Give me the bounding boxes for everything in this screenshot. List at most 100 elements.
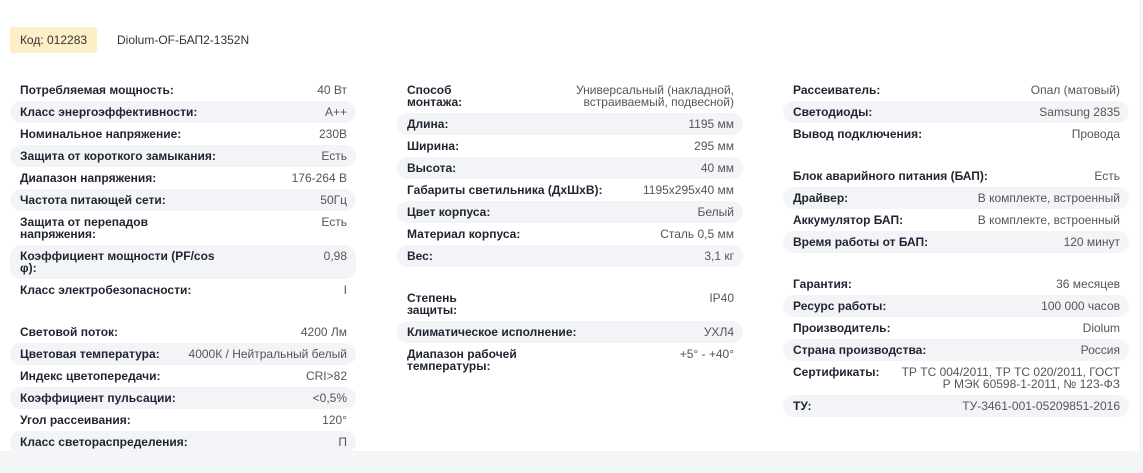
specs-column-2: Способ монтажа: Универсальный (накладной,… bbox=[397, 79, 743, 397]
spec-row: Индекс цветопередачи: CRI>82 bbox=[10, 365, 356, 387]
spec-value: IP40 bbox=[709, 291, 734, 305]
spec-row: Потребляемая мощность: 40 Вт bbox=[10, 79, 356, 101]
spec-value: +5° - +40° bbox=[679, 347, 734, 361]
spec-row: Угол рассеивания: 120° bbox=[10, 409, 356, 431]
spec-row: Класс светораспределения: П bbox=[10, 431, 356, 453]
spec-label: Драйвер: bbox=[793, 191, 849, 205]
spec-value: Есть bbox=[321, 215, 347, 229]
spec-label: Угол рассеивания: bbox=[20, 413, 131, 427]
spec-group: Гарантия: 36 месяцев Ресурс работы: 100 000… bbox=[783, 273, 1129, 417]
spec-value: Универсальный (накладной, встраиваемый, … bbox=[576, 83, 734, 109]
spec-value: <0,5% bbox=[312, 391, 347, 405]
spec-value: 4200 Лм bbox=[300, 325, 347, 339]
spec-row: Степень защиты: IP40 bbox=[397, 287, 743, 321]
spec-value: 4000К / Нейтральный белый bbox=[188, 347, 347, 361]
spec-row: Вывод подключения: Провода bbox=[783, 123, 1129, 145]
spec-value: Есть bbox=[321, 149, 347, 163]
spec-label: Время работы от БАП: bbox=[793, 235, 929, 249]
spec-label: Ресурс работы: bbox=[793, 299, 887, 313]
spec-label: Потребляемая мощность: bbox=[20, 83, 174, 97]
spec-value: УХЛ4 bbox=[703, 325, 734, 339]
spec-label: Световой поток: bbox=[20, 325, 119, 339]
spec-label: Индекс цветопередачи: bbox=[20, 369, 161, 383]
spec-value: 0,98 bbox=[323, 249, 347, 263]
spec-group: Способ монтажа: Универсальный (накладной,… bbox=[397, 79, 743, 267]
spec-value: 120 минут bbox=[1063, 235, 1120, 249]
spec-row: Цветовая температура: 4000К / Нейтральный… bbox=[10, 343, 356, 365]
spec-value: Белый bbox=[697, 205, 734, 219]
spec-row: Частота питающей сети: 50Гц bbox=[10, 189, 356, 211]
spec-row: Блок аварийного питания (БАП): Есть bbox=[783, 165, 1129, 187]
spec-row: Сертификаты: ТР ТС 004/2011, ТР ТС 020/20… bbox=[783, 361, 1129, 395]
spec-value: 36 месяцев bbox=[1056, 277, 1120, 291]
spec-value: Провода bbox=[1071, 127, 1120, 141]
spec-label: Цветовая температура: bbox=[20, 347, 160, 361]
spec-value: В комплекте, встроенный bbox=[977, 191, 1120, 205]
spec-label: Производитель: bbox=[793, 321, 891, 335]
spec-row: Класс электробезопасности: I bbox=[10, 279, 356, 301]
spec-group: Степень защиты: IP40 Климатическое исполне… bbox=[397, 287, 743, 377]
spec-group: Потребляемая мощность: 40 Вт Класс энергоэ… bbox=[10, 79, 356, 301]
spec-label: Степень защиты: bbox=[407, 291, 458, 317]
spec-row: Высота: 40 мм bbox=[397, 157, 743, 179]
spec-value: Россия bbox=[1080, 343, 1120, 357]
spec-value: 40 Вт bbox=[317, 83, 347, 97]
spec-row: Рассеиватель: Опал (матовый) bbox=[783, 79, 1129, 101]
spec-label: Светодиоды: bbox=[793, 105, 873, 119]
spec-label: Вывод подключения: bbox=[793, 127, 923, 141]
spec-row: Диапазон рабочей температуры: +5° - +40° bbox=[397, 343, 743, 377]
spec-row: Диапазон напряжения: 176-264 В bbox=[10, 167, 356, 189]
spec-row: Материал корпуса: Сталь 0,5 мм bbox=[397, 223, 743, 245]
spec-value: Diolum bbox=[1082, 321, 1120, 335]
spec-value: A++ bbox=[324, 105, 347, 119]
spec-label: Класс электробезопасности: bbox=[20, 283, 192, 297]
product-code-badge: Код: 012283 bbox=[10, 27, 97, 53]
spec-value: Samsung 2835 bbox=[1039, 105, 1120, 119]
spec-value: 1195x295x40 мм bbox=[642, 183, 734, 197]
spec-label: Длина: bbox=[407, 117, 449, 131]
spec-value: Сталь 0,5 мм bbox=[660, 227, 734, 241]
spec-label: Частота питающей сети: bbox=[20, 193, 166, 207]
spec-value: Есть bbox=[1094, 169, 1120, 183]
spec-label: Класс энергоэффективности: bbox=[20, 105, 198, 119]
spec-label: Коэффициент мощности (PF/cos φ): bbox=[20, 249, 215, 275]
spec-label: Высота: bbox=[407, 161, 457, 175]
spec-row: Драйвер: В комплекте, встроенный bbox=[783, 187, 1129, 209]
spec-value: 295 мм bbox=[694, 139, 734, 153]
spec-value: ТР ТС 004/2011, ТР ТС 020/2011, ГОСТ Р М… bbox=[901, 365, 1120, 391]
spec-label: Рассеиватель: bbox=[793, 83, 881, 97]
spec-group: Блок аварийного питания (БАП): Есть Драйве… bbox=[783, 165, 1129, 253]
spec-value: 100 000 часов bbox=[1041, 299, 1120, 313]
spec-label: Диапазон рабочей температуры: bbox=[407, 347, 517, 373]
spec-value: 120° bbox=[322, 413, 347, 427]
spec-value: П bbox=[338, 435, 347, 449]
spec-group: Рассеиватель: Опал (матовый) Светодиоды: Sa… bbox=[783, 79, 1129, 145]
spec-row: Время работы от БАП: 120 минут bbox=[783, 231, 1129, 253]
spec-value: I bbox=[343, 283, 347, 297]
spec-row: Ресурс работы: 100 000 часов bbox=[783, 295, 1129, 317]
spec-label: Блок аварийного питания (БАП): bbox=[793, 169, 988, 183]
spec-row: Ширина: 295 мм bbox=[397, 135, 743, 157]
spec-row: Коэффициент мощности (PF/cos φ): 0,98 bbox=[10, 245, 356, 279]
spec-value: 1195 мм bbox=[688, 117, 734, 131]
spec-value: Опал (матовый) bbox=[1030, 83, 1120, 97]
spec-row: Световой поток: 4200 Лм bbox=[10, 321, 356, 343]
spec-row: ТУ: ТУ-3461-001-05209851-2016 bbox=[783, 395, 1129, 417]
spec-row: Вес: 3,1 кг bbox=[397, 245, 743, 267]
spec-label: Диапазон напряжения: bbox=[20, 171, 157, 185]
spec-label: Страна производства: bbox=[793, 343, 927, 357]
spec-label: Гарантия: bbox=[793, 277, 852, 291]
spec-value: 40 мм bbox=[700, 161, 734, 175]
spec-label: Номинальное напряжение: bbox=[20, 127, 182, 141]
specs-column-3: Рассеиватель: Опал (матовый) Светодиоды: Sa… bbox=[783, 79, 1129, 437]
spec-value: 230В bbox=[318, 127, 347, 141]
spec-value: 3,1 кг bbox=[704, 249, 734, 263]
spec-label: Сертификаты: bbox=[793, 365, 880, 379]
spec-label: Габариты светильника (ДхШхВ): bbox=[407, 183, 603, 197]
spec-row: Номинальное напряжение: 230В bbox=[10, 123, 356, 145]
spec-value: CRI>82 bbox=[305, 369, 347, 383]
spec-group: Световой поток: 4200 Лм Цветовая температу… bbox=[10, 321, 356, 453]
spec-label: Климатическое исполнение: bbox=[407, 325, 577, 339]
spec-row: Климатическое исполнение: УХЛ4 bbox=[397, 321, 743, 343]
spec-row: Длина: 1195 мм bbox=[397, 113, 743, 135]
